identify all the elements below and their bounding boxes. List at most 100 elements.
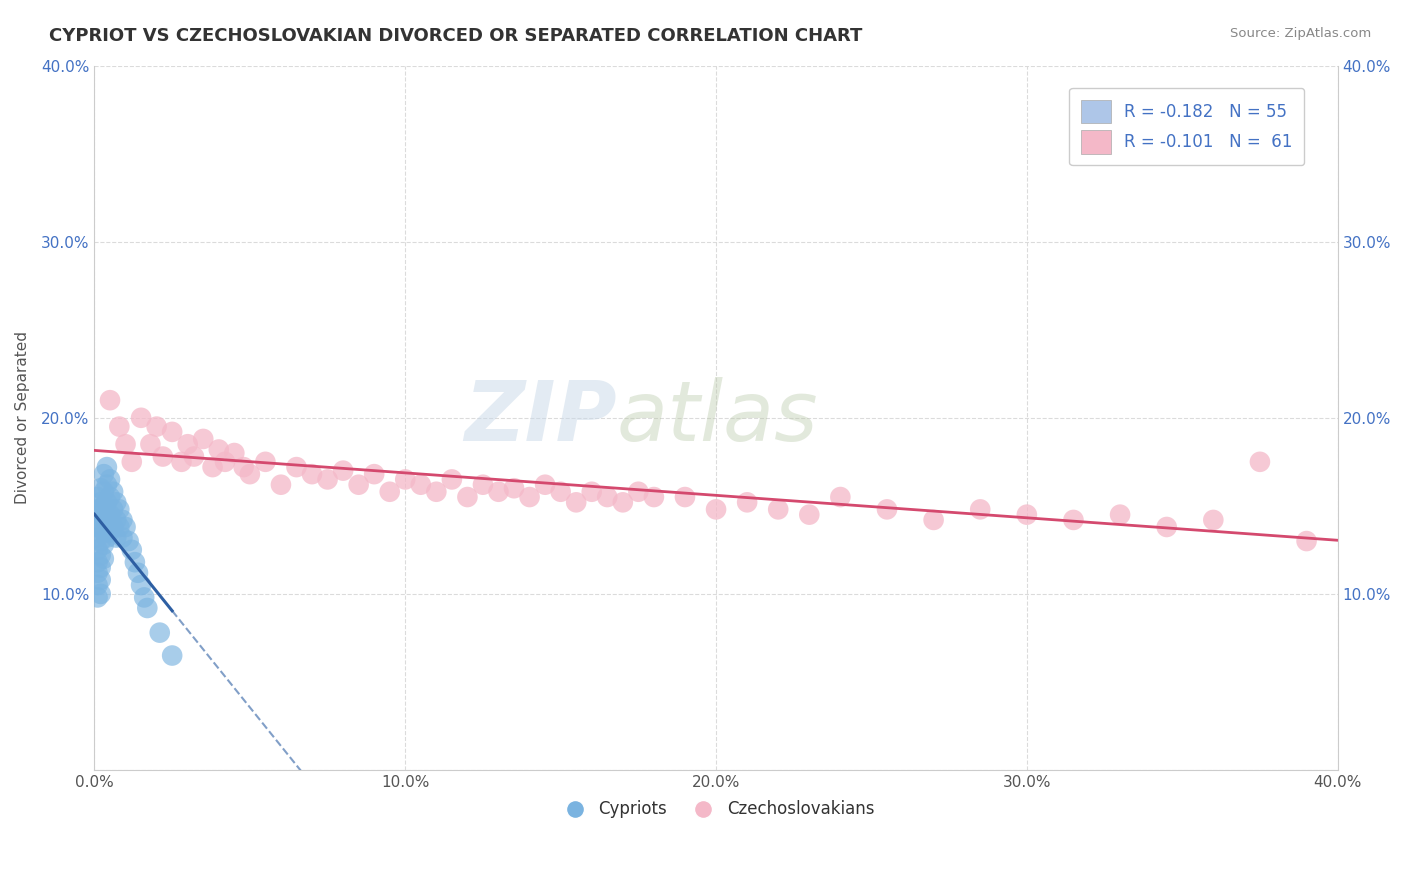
Point <box>111 531 134 545</box>
Point <box>208 442 231 457</box>
Point <box>111 513 134 527</box>
Point <box>1202 513 1225 527</box>
Point <box>332 464 354 478</box>
Point <box>86 502 108 516</box>
Point <box>425 484 447 499</box>
Point <box>612 495 634 509</box>
Point <box>101 484 124 499</box>
Point <box>121 455 143 469</box>
Point <box>96 513 118 527</box>
Point <box>124 555 146 569</box>
Point <box>673 490 696 504</box>
Point <box>86 531 108 545</box>
Point <box>105 495 128 509</box>
Point <box>90 508 112 522</box>
Point <box>90 560 112 574</box>
Y-axis label: Divorced or Separated: Divorced or Separated <box>15 331 30 504</box>
Point <box>830 490 852 504</box>
Point <box>98 490 121 504</box>
Point <box>96 531 118 545</box>
Point <box>224 446 246 460</box>
Point <box>145 419 167 434</box>
Point <box>93 525 115 540</box>
Point <box>214 455 236 469</box>
Point <box>534 477 557 491</box>
Point <box>969 502 991 516</box>
Point <box>134 591 156 605</box>
Point <box>363 467 385 482</box>
Point <box>232 460 254 475</box>
Point <box>98 508 121 522</box>
Point <box>86 520 108 534</box>
Text: ZIP: ZIP <box>464 377 617 458</box>
Point <box>108 520 131 534</box>
Point <box>139 437 162 451</box>
Point <box>93 513 115 527</box>
Point <box>922 513 945 527</box>
Point <box>440 472 463 486</box>
Point <box>160 425 183 439</box>
Point <box>86 591 108 605</box>
Point <box>86 578 108 592</box>
Point <box>136 601 159 615</box>
Point <box>581 484 603 499</box>
Text: CYPRIOT VS CZECHOSLOVAKIAN DIVORCED OR SEPARATED CORRELATION CHART: CYPRIOT VS CZECHOSLOVAKIAN DIVORCED OR S… <box>49 27 863 45</box>
Point <box>86 542 108 557</box>
Legend: Cypriots, Czechoslovakians: Cypriots, Czechoslovakians <box>551 794 880 825</box>
Point <box>93 484 115 499</box>
Point <box>565 495 588 509</box>
Point <box>394 472 416 486</box>
Point <box>93 467 115 482</box>
Point <box>90 495 112 509</box>
Point <box>108 502 131 516</box>
Point <box>105 513 128 527</box>
Point <box>105 531 128 545</box>
Point <box>704 502 727 516</box>
Point <box>86 490 108 504</box>
Point <box>270 477 292 491</box>
Point <box>799 508 821 522</box>
Point <box>488 484 510 499</box>
Point <box>170 455 193 469</box>
Point <box>301 467 323 482</box>
Point <box>254 455 277 469</box>
Point <box>90 481 112 495</box>
Text: Source: ZipAtlas.com: Source: ZipAtlas.com <box>1230 27 1371 40</box>
Point <box>183 450 205 464</box>
Point <box>98 393 121 408</box>
Point <box>93 551 115 566</box>
Point <box>86 513 108 527</box>
Point <box>98 525 121 540</box>
Point <box>201 460 224 475</box>
Text: atlas: atlas <box>617 377 818 458</box>
Point <box>90 534 112 549</box>
Point <box>177 437 200 451</box>
Point <box>285 460 308 475</box>
Point <box>550 484 572 499</box>
Point <box>90 573 112 587</box>
Point <box>114 520 136 534</box>
Point <box>643 490 665 504</box>
Point <box>193 432 215 446</box>
Point <box>1156 520 1178 534</box>
Point <box>160 648 183 663</box>
Point <box>114 437 136 451</box>
Point <box>129 410 152 425</box>
Point <box>118 534 141 549</box>
Point <box>1015 508 1038 522</box>
Point <box>347 477 370 491</box>
Point <box>152 450 174 464</box>
Point <box>93 499 115 513</box>
Point <box>90 587 112 601</box>
Point <box>127 566 149 580</box>
Point <box>239 467 262 482</box>
Point <box>519 490 541 504</box>
Point <box>1295 534 1317 549</box>
Point <box>86 566 108 580</box>
Point <box>766 502 789 516</box>
Point <box>86 555 108 569</box>
Point <box>456 490 478 504</box>
Point <box>96 460 118 475</box>
Point <box>378 484 401 499</box>
Point <box>96 495 118 509</box>
